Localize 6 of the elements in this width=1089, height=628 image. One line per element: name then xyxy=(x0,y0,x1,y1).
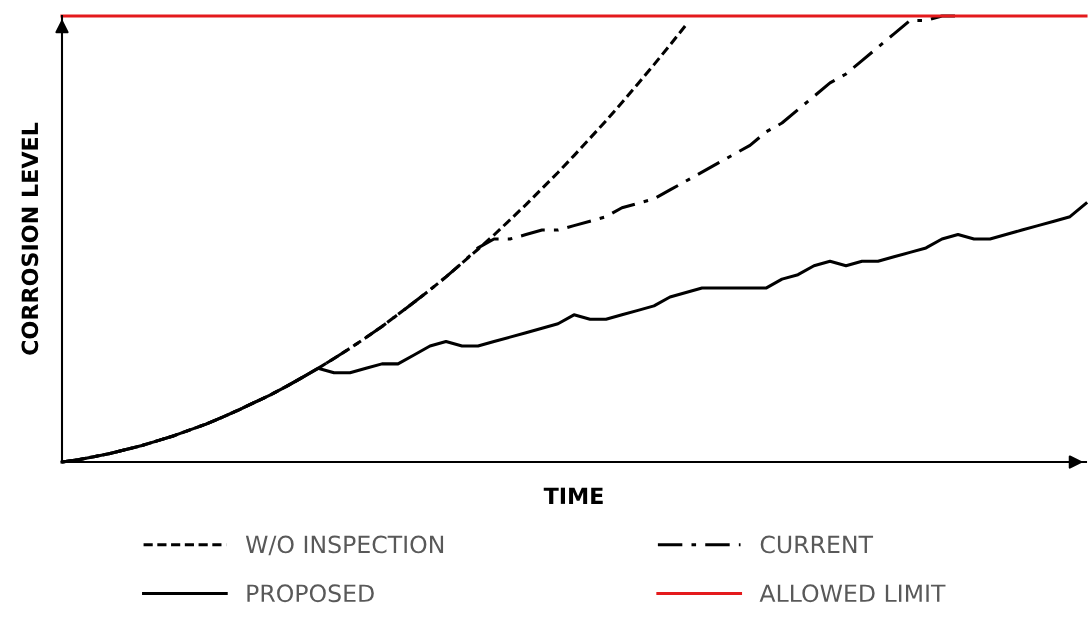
y-axis-title: CORROSION LEVEL xyxy=(21,122,39,355)
legend-label: W/O INSPECTION xyxy=(245,535,444,556)
legend-label: PROPOSED xyxy=(247,584,374,603)
legend-label: ALLOWED LIMIT xyxy=(759,584,946,603)
legend-label: CURRENT xyxy=(760,535,874,554)
x-axis-title: TIME xyxy=(543,487,603,504)
